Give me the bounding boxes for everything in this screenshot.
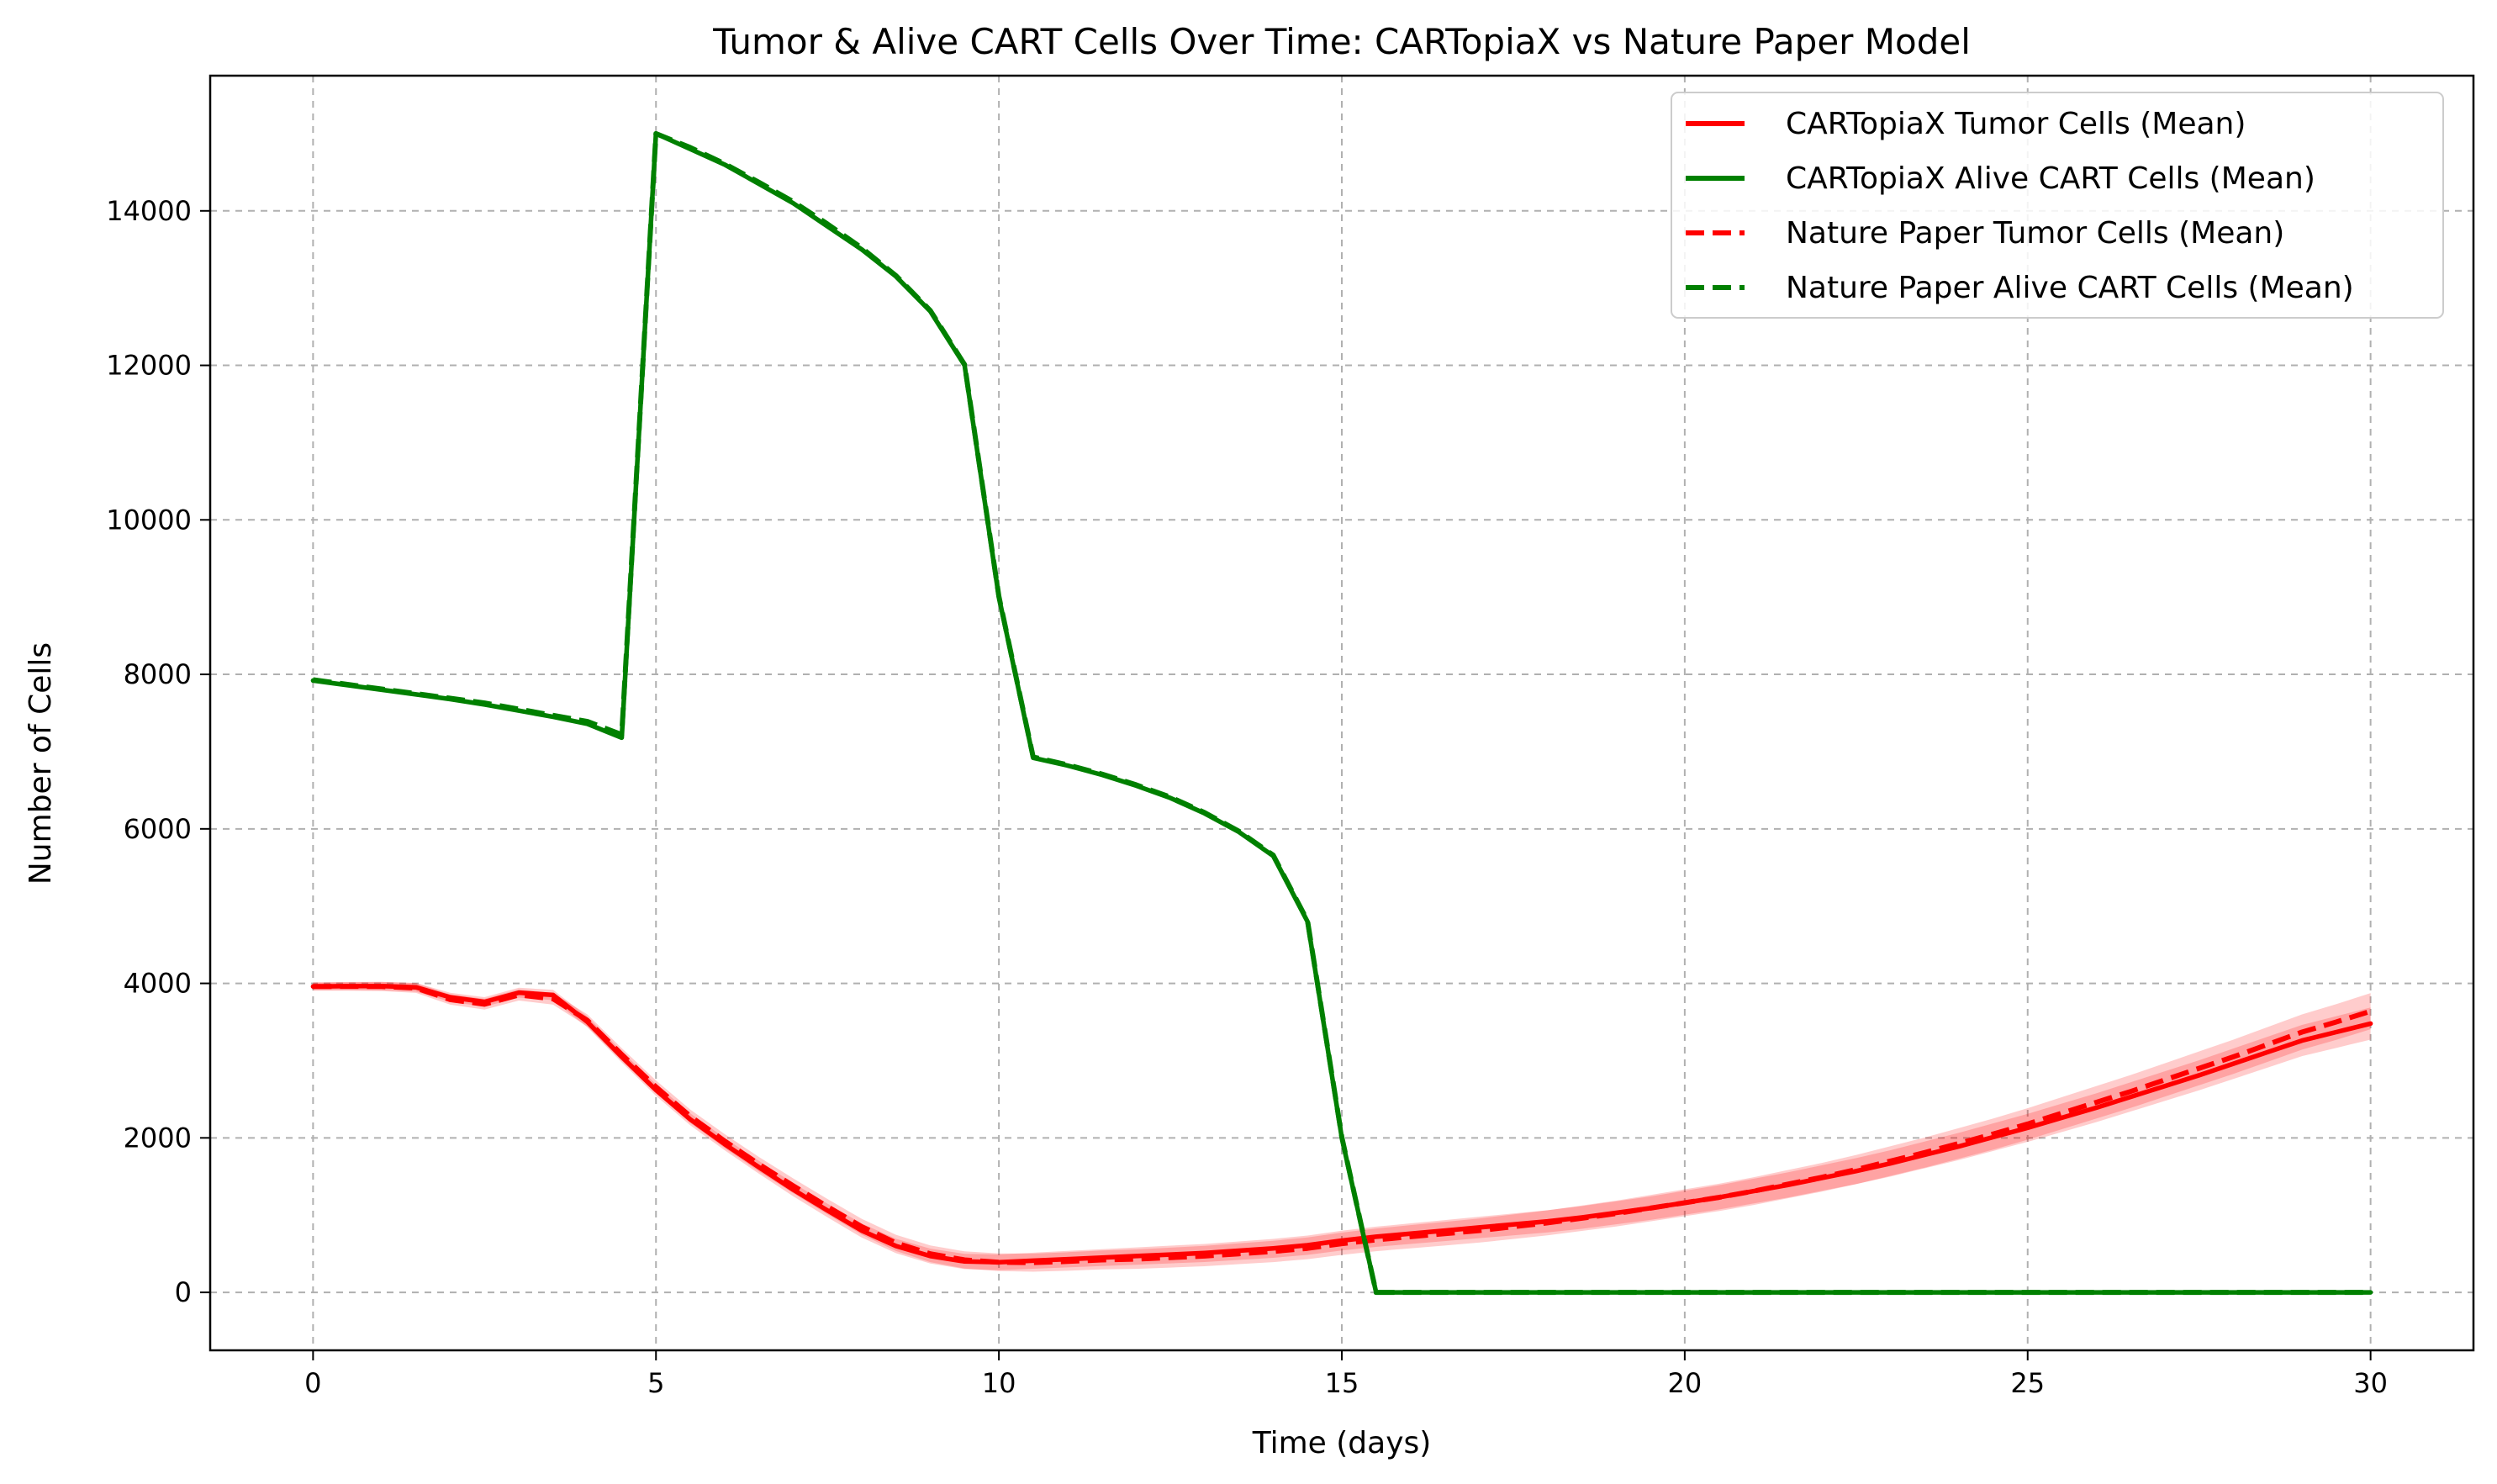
legend-label-1: CARTopiaX Alive CART Cells (Mean) bbox=[1786, 161, 2315, 196]
y-axis-ticks: 0 2000 4000 6000 8000 10000 12000 14000 bbox=[106, 195, 210, 1308]
series-lines bbox=[310, 130, 2373, 1296]
chart-title: Tumor & Alive CART Cells Over Time: CART… bbox=[712, 21, 1971, 62]
x-tick-label: 5 bbox=[647, 1367, 664, 1399]
x-axis-label: Time (days) bbox=[1252, 1426, 1432, 1460]
x-tick-label: 30 bbox=[2353, 1367, 2388, 1399]
y-tick-label: 0 bbox=[175, 1276, 192, 1308]
x-tick-label: 20 bbox=[1668, 1367, 1702, 1399]
y-tick-label: 12000 bbox=[106, 350, 192, 382]
x-tick-label: 15 bbox=[1325, 1367, 1359, 1399]
confidence-band-2 bbox=[313, 981, 2371, 1272]
series-line-2 bbox=[313, 984, 2372, 1265]
legend-label-2: Nature Paper Tumor Cells (Mean) bbox=[1786, 216, 2284, 251]
y-tick-label: 2000 bbox=[124, 1122, 192, 1154]
y-tick-label: 6000 bbox=[124, 813, 192, 845]
y-tick-label: 14000 bbox=[106, 195, 192, 227]
legend-box bbox=[1671, 92, 2444, 319]
legend-label-0: CARTopiaX Tumor Cells (Mean) bbox=[1786, 107, 2246, 141]
y-axis-label: Number of Cells bbox=[24, 642, 58, 885]
x-axis-ticks: 0 5 10 15 20 25 30 bbox=[304, 1350, 2388, 1399]
y-tick-label: 10000 bbox=[106, 504, 192, 536]
y-tick-label: 8000 bbox=[124, 658, 192, 690]
x-tick-label: 0 bbox=[304, 1367, 321, 1399]
legend: CARTopiaX Tumor Cells (Mean) CARTopiaX Al… bbox=[1671, 92, 2444, 319]
legend-label-3: Nature Paper Alive CART Cells (Mean) bbox=[1786, 271, 2354, 305]
x-tick-label: 10 bbox=[982, 1367, 1016, 1399]
x-tick-label: 25 bbox=[2010, 1367, 2045, 1399]
series-line-3 bbox=[312, 130, 2371, 1296]
y-tick-label: 4000 bbox=[124, 968, 192, 1000]
confidence-bands bbox=[313, 981, 2371, 1272]
